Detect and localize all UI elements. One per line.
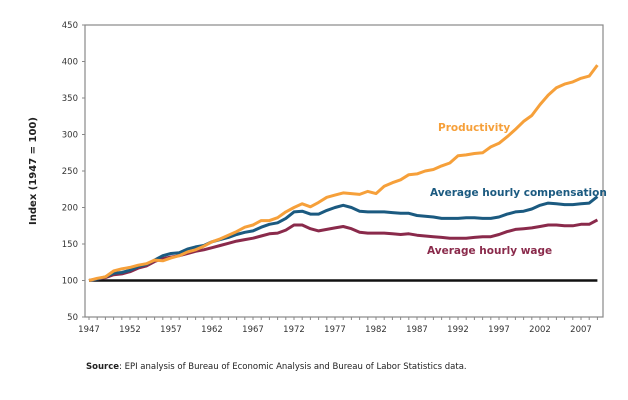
x-tick-label: 2007	[570, 325, 592, 335]
x-tick-label: 1992	[447, 325, 469, 335]
x-tick-label: 1952	[119, 325, 141, 335]
y-tick-label: 150	[62, 240, 78, 250]
y-tick-label: 400	[62, 58, 78, 68]
plot-frame	[84, 24, 604, 318]
y-axis-label: Index (1947 = 100)	[28, 117, 39, 225]
series-label-productivity: Productivity	[438, 122, 510, 134]
source-text: : EPI analysis of Bureau of Economic Ana…	[119, 362, 467, 372]
source-note: Source: EPI analysis of Bureau of Econom…	[86, 362, 467, 372]
y-tick-label: 450	[62, 21, 78, 31]
y-tick-label: 300	[62, 131, 78, 141]
series-line-average-hourly-compensation	[88, 195, 599, 282]
x-tick-label: 2002	[529, 325, 551, 335]
x-tick-label: 1957	[160, 325, 182, 335]
x-tick-label: 1967	[242, 325, 264, 335]
x-tick-label: 1962	[201, 325, 223, 335]
x-tick-label: 1977	[324, 325, 346, 335]
x-tick-label: 1972	[283, 325, 305, 335]
source-label: Source	[86, 362, 120, 372]
x-tick-label: 1987	[406, 325, 428, 335]
series-line-productivity	[88, 64, 599, 282]
x-tick-label: 1997	[488, 325, 510, 335]
y-tick-label: 250	[62, 167, 78, 177]
y-tick-label: 200	[62, 204, 78, 214]
y-tick-label: 50	[67, 313, 78, 323]
y-tick-label: 100	[62, 277, 78, 287]
y-tick-label: 350	[62, 94, 78, 104]
x-tick-label: 1982	[365, 325, 387, 335]
series-label-compensation: Average hourly compensation	[430, 187, 607, 199]
x-tick-label: 1947	[78, 325, 100, 335]
series-label-wage: Average hourly wage	[427, 245, 552, 257]
